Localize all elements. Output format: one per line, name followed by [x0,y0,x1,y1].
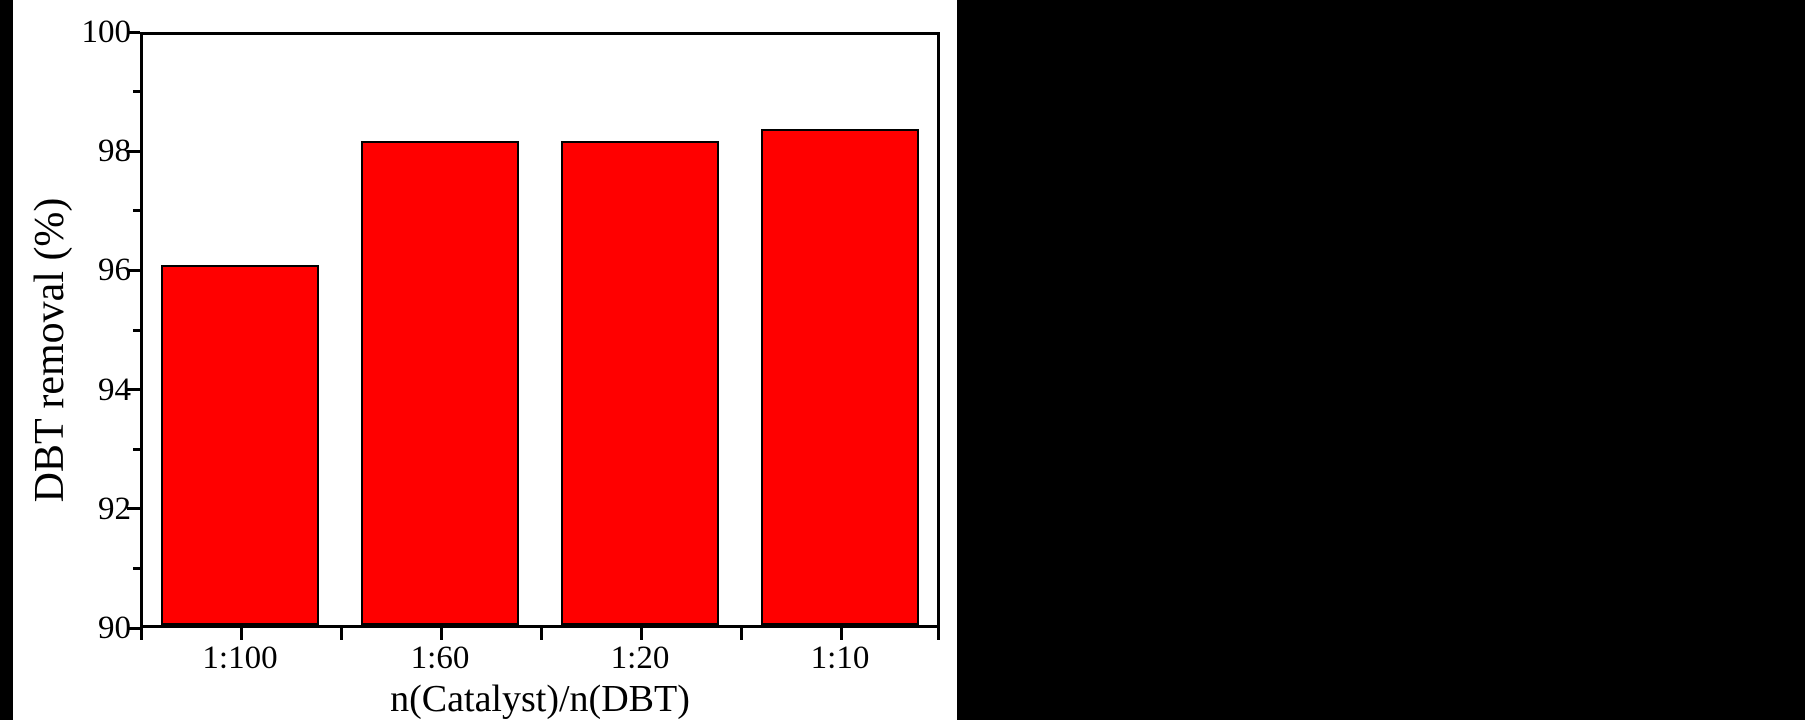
x-tick [937,628,940,640]
y-tick-label: 98 [98,133,131,169]
y-tick-label: 96 [98,252,131,288]
x-tick-label: 1:100 [202,640,278,676]
plot-area [140,32,940,628]
y-major-tick [127,269,140,272]
y-major-tick [127,627,140,630]
y-major-tick [127,150,140,153]
y-major-tick [127,388,140,391]
x-tick-label: 1:10 [810,640,870,676]
y-tick-label: 100 [81,14,132,50]
bar-1:60 [361,141,519,625]
bar-1:10 [761,129,919,625]
y-major-tick [127,507,140,510]
y-tick-label: 92 [98,491,131,527]
x-tick [440,628,443,640]
y-minor-tick [133,329,140,332]
chart-panel: DBT removal (%) n(Catalyst)/n(DBT) 90 92 9… [13,0,957,720]
x-tick [140,628,143,640]
x-tick-label: 1:60 [410,640,470,676]
x-tick-label: 1:20 [610,640,670,676]
x-tick [840,628,843,640]
x-tick [640,628,643,640]
x-tick [340,628,343,640]
y-minor-tick [133,90,140,93]
y-minor-tick [133,448,140,451]
x-tick [740,628,743,640]
bar-1:20 [561,141,719,625]
y-axis-title: DBT removal (%) [27,197,73,503]
x-tick [240,628,243,640]
x-tick [540,628,543,640]
y-major-tick [127,31,140,34]
x-axis-title: n(Catalyst)/n(DBT) [390,678,690,720]
bar-1:100 [161,265,319,625]
y-tick-label: 90 [98,610,131,646]
y-minor-tick [133,209,140,212]
y-minor-tick [133,567,140,570]
y-tick-label: 94 [98,372,131,408]
